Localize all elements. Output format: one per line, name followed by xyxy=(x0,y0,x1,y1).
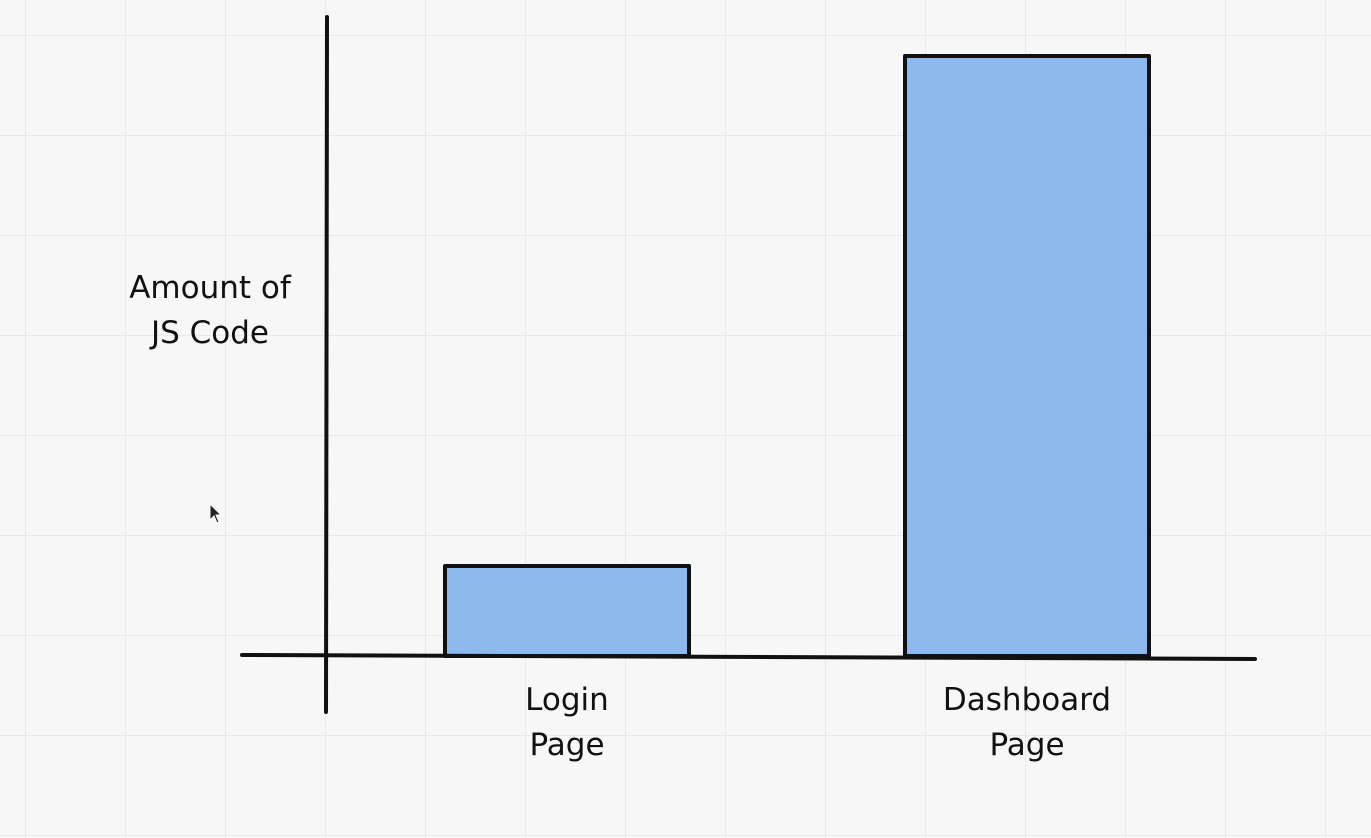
category-label-0: Login Page xyxy=(525,682,609,763)
category-label-1: Dashboard Page xyxy=(943,682,1111,763)
x-axis xyxy=(240,653,1257,661)
mouse-cursor-icon xyxy=(209,503,223,524)
y-axis-label: Amount of JS Code xyxy=(129,270,291,351)
bar-1 xyxy=(903,54,1151,658)
category-labels-group: Login Page Dashboard Page xyxy=(525,682,1111,763)
bars-group xyxy=(443,54,1151,658)
y-axis xyxy=(324,15,329,714)
bar-0 xyxy=(443,564,691,658)
